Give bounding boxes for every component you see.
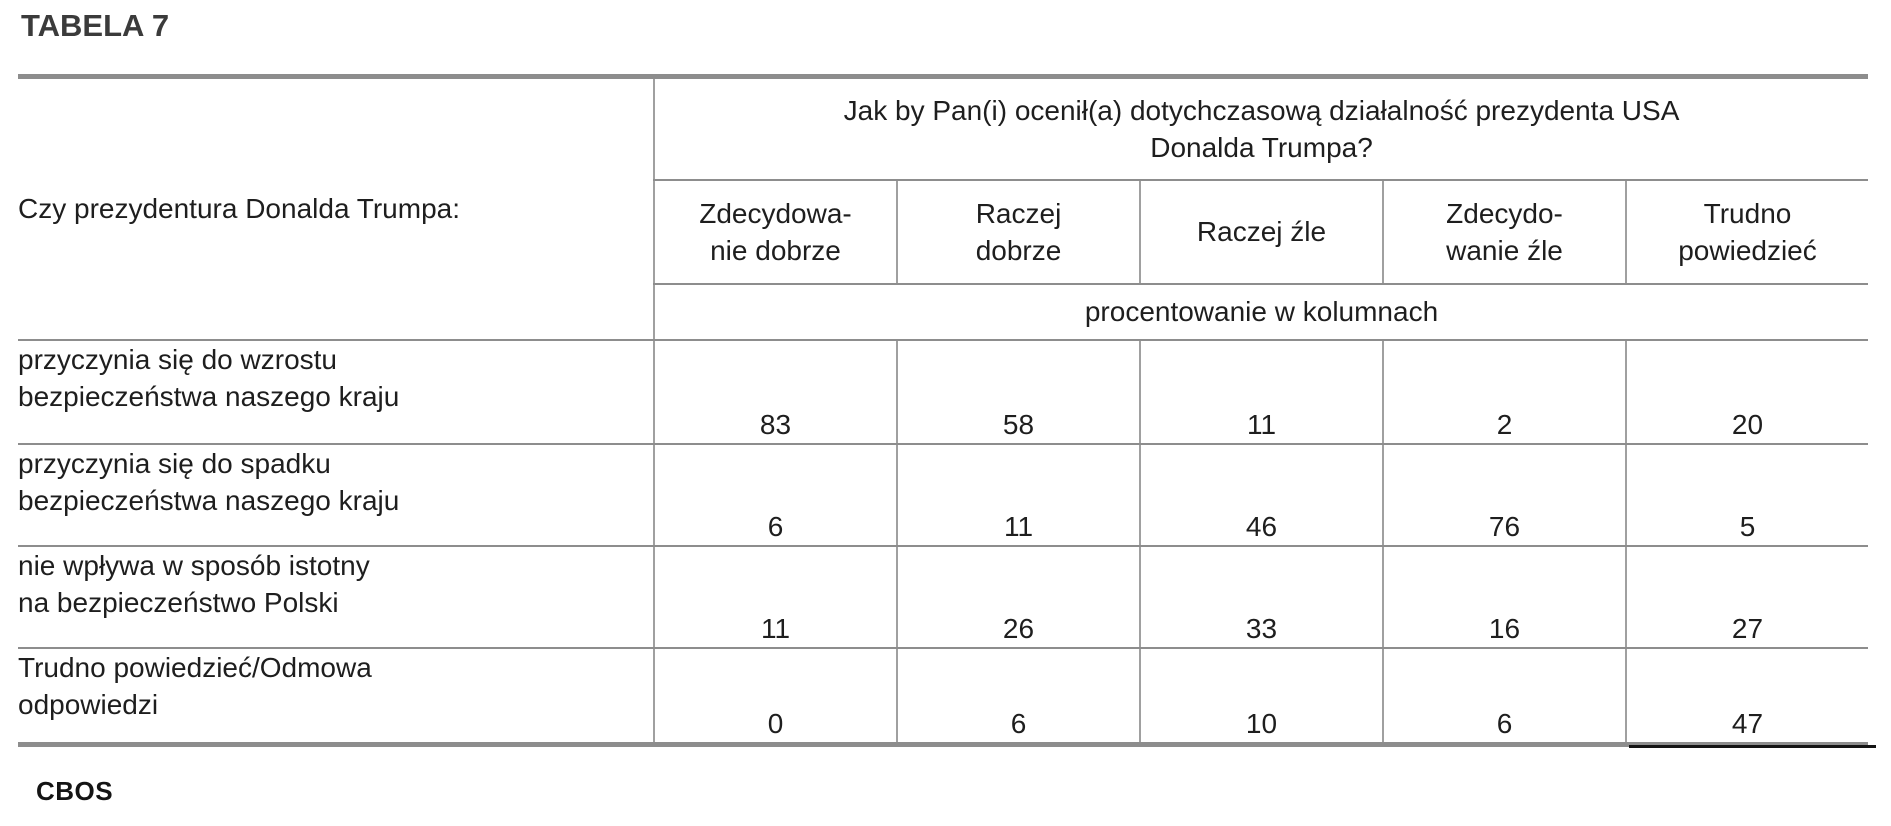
subheader-row: procentowanie w kolumnach (18, 283, 1869, 341)
col-header-raczej-zle: Raczej źle (1139, 179, 1383, 285)
value-cell: 33 (1139, 545, 1383, 649)
table-row: Trudno powiedzieć/Odmowa odpowiedzi 0 6 … (18, 647, 1869, 745)
col-header-zdecydowanie-zle: Zdecydo- wanie źle (1382, 179, 1626, 285)
value-cell: 76 (1382, 443, 1626, 547)
row-group-header: Czy prezydentura Donalda Trumpa: (18, 76, 654, 341)
table-row: przyczynia się do wzrostu bezpieczeństwa… (18, 339, 1869, 445)
value-cell: 83 (653, 339, 897, 445)
bottom-edge-dark-line (1629, 745, 1876, 748)
value-cell: 6 (896, 647, 1140, 745)
value-cell: 47 (1624, 647, 1869, 745)
table-row: przyczynia się do spadku bezpieczeństwa … (18, 443, 1869, 547)
value-cell: 0 (653, 647, 897, 745)
cbos-logo: CBOS (36, 776, 114, 806)
value-cell: 5 (1624, 443, 1869, 547)
value-cell: 26 (896, 545, 1140, 649)
value-cell: 58 (896, 339, 1140, 445)
survey-table: Czy prezydentura Donalda Trumpa: Jak by … (18, 74, 1869, 747)
value-cell: 11 (653, 545, 897, 649)
percent-note: procentowanie w kolumnach (652, 283, 1869, 341)
value-cell: 6 (653, 443, 897, 547)
row-label: przyczynia się do spadku bezpieczeństwa … (18, 443, 654, 547)
row-label: przyczynia się do wzrostu bezpieczeństwa… (18, 339, 654, 445)
col-header-raczej-dobrze: Raczej dobrze (896, 179, 1140, 285)
col-header-zdecydowanie-dobrze: Zdecydowa- nie dobrze (653, 179, 897, 285)
value-cell: 16 (1382, 545, 1626, 649)
value-cell: 20 (1624, 339, 1869, 445)
row-label: Trudno powiedzieć/Odmowa odpowiedzi (18, 651, 372, 720)
value-cell: 6 (1382, 647, 1626, 745)
value-cell: 46 (1139, 443, 1383, 547)
row-label: nie wpływa w sposób istotny na bezpiecze… (18, 545, 654, 649)
value-cell: 11 (896, 443, 1140, 547)
question-row: Czy prezydentura Donalda Trumpa: Jak by … (18, 76, 1869, 341)
page-title: TABELA 7 (21, 8, 170, 43)
col-header-trudno-powiedziec: Trudno powiedzieć (1624, 179, 1869, 285)
table-row: nie wpływa w sposób istotny na bezpiecze… (18, 545, 1869, 649)
column-header-row: Zdecydowa- nie dobrze Raczej dobrze Racz… (18, 179, 1869, 285)
value-cell: 11 (1139, 339, 1383, 445)
value-cell: 2 (1382, 339, 1626, 445)
value-cell: 27 (1624, 545, 1869, 649)
value-cell: 10 (1139, 647, 1383, 745)
question-header: Jak by Pan(i) ocenił(a) dotychczasową dz… (652, 76, 1869, 181)
